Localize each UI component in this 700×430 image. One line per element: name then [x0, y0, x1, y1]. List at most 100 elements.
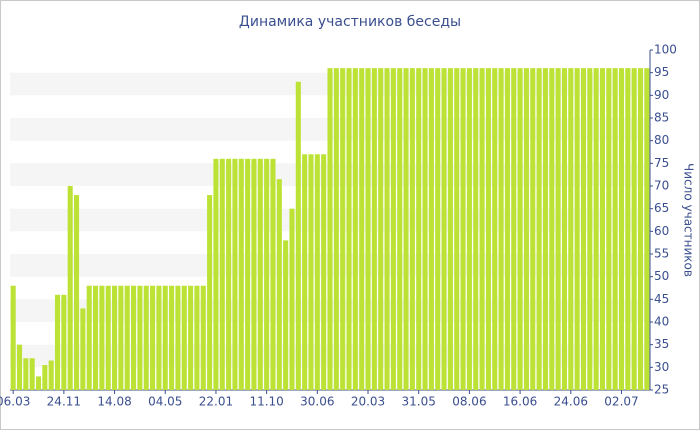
bar	[175, 285, 181, 390]
bar	[441, 68, 447, 390]
y-tick-label: 70	[654, 179, 669, 193]
bar	[308, 154, 314, 390]
bar	[530, 68, 536, 390]
bar	[428, 68, 434, 390]
bar	[523, 68, 529, 390]
bar	[67, 186, 73, 390]
bar	[409, 68, 415, 390]
bar	[232, 158, 238, 390]
y-tick-label: 85	[654, 111, 669, 125]
bar	[302, 154, 308, 390]
x-tick-label: 16.06	[503, 395, 537, 409]
bar	[359, 68, 365, 390]
bar	[397, 68, 403, 390]
bar	[593, 68, 599, 390]
bar	[561, 68, 567, 390]
bar	[574, 68, 580, 390]
bar	[447, 68, 453, 390]
bar	[264, 158, 270, 390]
x-tick-label: 11.10	[249, 395, 283, 409]
y-tick-label: 75	[654, 156, 669, 170]
bar	[99, 285, 105, 390]
bar	[454, 68, 460, 390]
bar	[599, 68, 606, 390]
bar	[112, 285, 118, 390]
bar	[346, 68, 352, 390]
bar	[390, 68, 396, 390]
bar	[207, 195, 213, 390]
bar	[644, 68, 650, 390]
x-tick-label: 22.01	[199, 395, 233, 409]
bar	[631, 68, 637, 390]
bar	[194, 285, 200, 390]
bar	[16, 344, 23, 390]
x-tick-label: 06.03	[0, 395, 30, 409]
bar	[625, 68, 631, 390]
chart-title: Динамика участников беседы	[239, 14, 461, 30]
bar	[29, 358, 35, 390]
bar	[498, 68, 504, 390]
bar	[511, 68, 517, 390]
bar	[473, 68, 479, 390]
bar	[86, 285, 92, 390]
bar	[74, 195, 80, 390]
x-tick-label: 30.06	[300, 395, 334, 409]
bar	[422, 68, 428, 390]
bar	[105, 285, 111, 390]
y-tick-label: 50	[654, 269, 669, 283]
y-axis-label: Число участников	[682, 163, 696, 277]
bar	[587, 68, 593, 390]
bar	[181, 285, 187, 390]
bar	[340, 68, 346, 390]
bar	[156, 285, 162, 390]
bar	[435, 68, 441, 390]
bar	[580, 68, 586, 390]
bar	[618, 68, 625, 390]
bar	[460, 68, 466, 390]
bar	[276, 179, 282, 390]
bar	[283, 240, 289, 390]
bar	[219, 158, 225, 390]
bar	[612, 68, 618, 390]
x-tick-label: 08.06	[452, 395, 486, 409]
bar	[213, 158, 219, 390]
bar	[143, 285, 149, 390]
y-tick-label: 55	[654, 247, 669, 261]
x-tick-label: 20.03	[351, 395, 385, 409]
y-tick-label: 80	[654, 133, 669, 147]
y-tick-label: 90	[654, 88, 669, 102]
y-tick-label: 65	[654, 201, 669, 215]
bar	[542, 68, 548, 390]
bar	[536, 68, 542, 390]
bar	[162, 285, 168, 390]
bar	[131, 285, 137, 390]
y-tick-label: 35	[654, 337, 669, 351]
bar	[517, 68, 523, 390]
bar	[492, 68, 498, 390]
bar	[35, 376, 42, 390]
x-tick-label: 24.06	[554, 395, 588, 409]
y-tick-label: 40	[654, 315, 669, 329]
bar	[118, 285, 124, 390]
bar	[48, 360, 54, 390]
bar	[289, 208, 295, 390]
bar	[251, 158, 257, 390]
x-tick-label: 04.05	[148, 395, 182, 409]
bar	[169, 285, 175, 390]
bar	[333, 68, 339, 390]
bar	[10, 285, 16, 390]
bar	[137, 285, 143, 390]
y-tick-label: 60	[654, 224, 669, 238]
y-tick-label: 95	[654, 65, 669, 79]
bar	[365, 68, 371, 390]
bar	[606, 68, 612, 390]
bar	[549, 68, 555, 390]
bar	[327, 68, 333, 390]
bar	[295, 81, 301, 390]
y-tick-label: 30	[654, 360, 669, 374]
bar	[270, 158, 276, 390]
bar	[150, 285, 156, 390]
bar	[555, 68, 561, 390]
bar	[226, 158, 232, 390]
